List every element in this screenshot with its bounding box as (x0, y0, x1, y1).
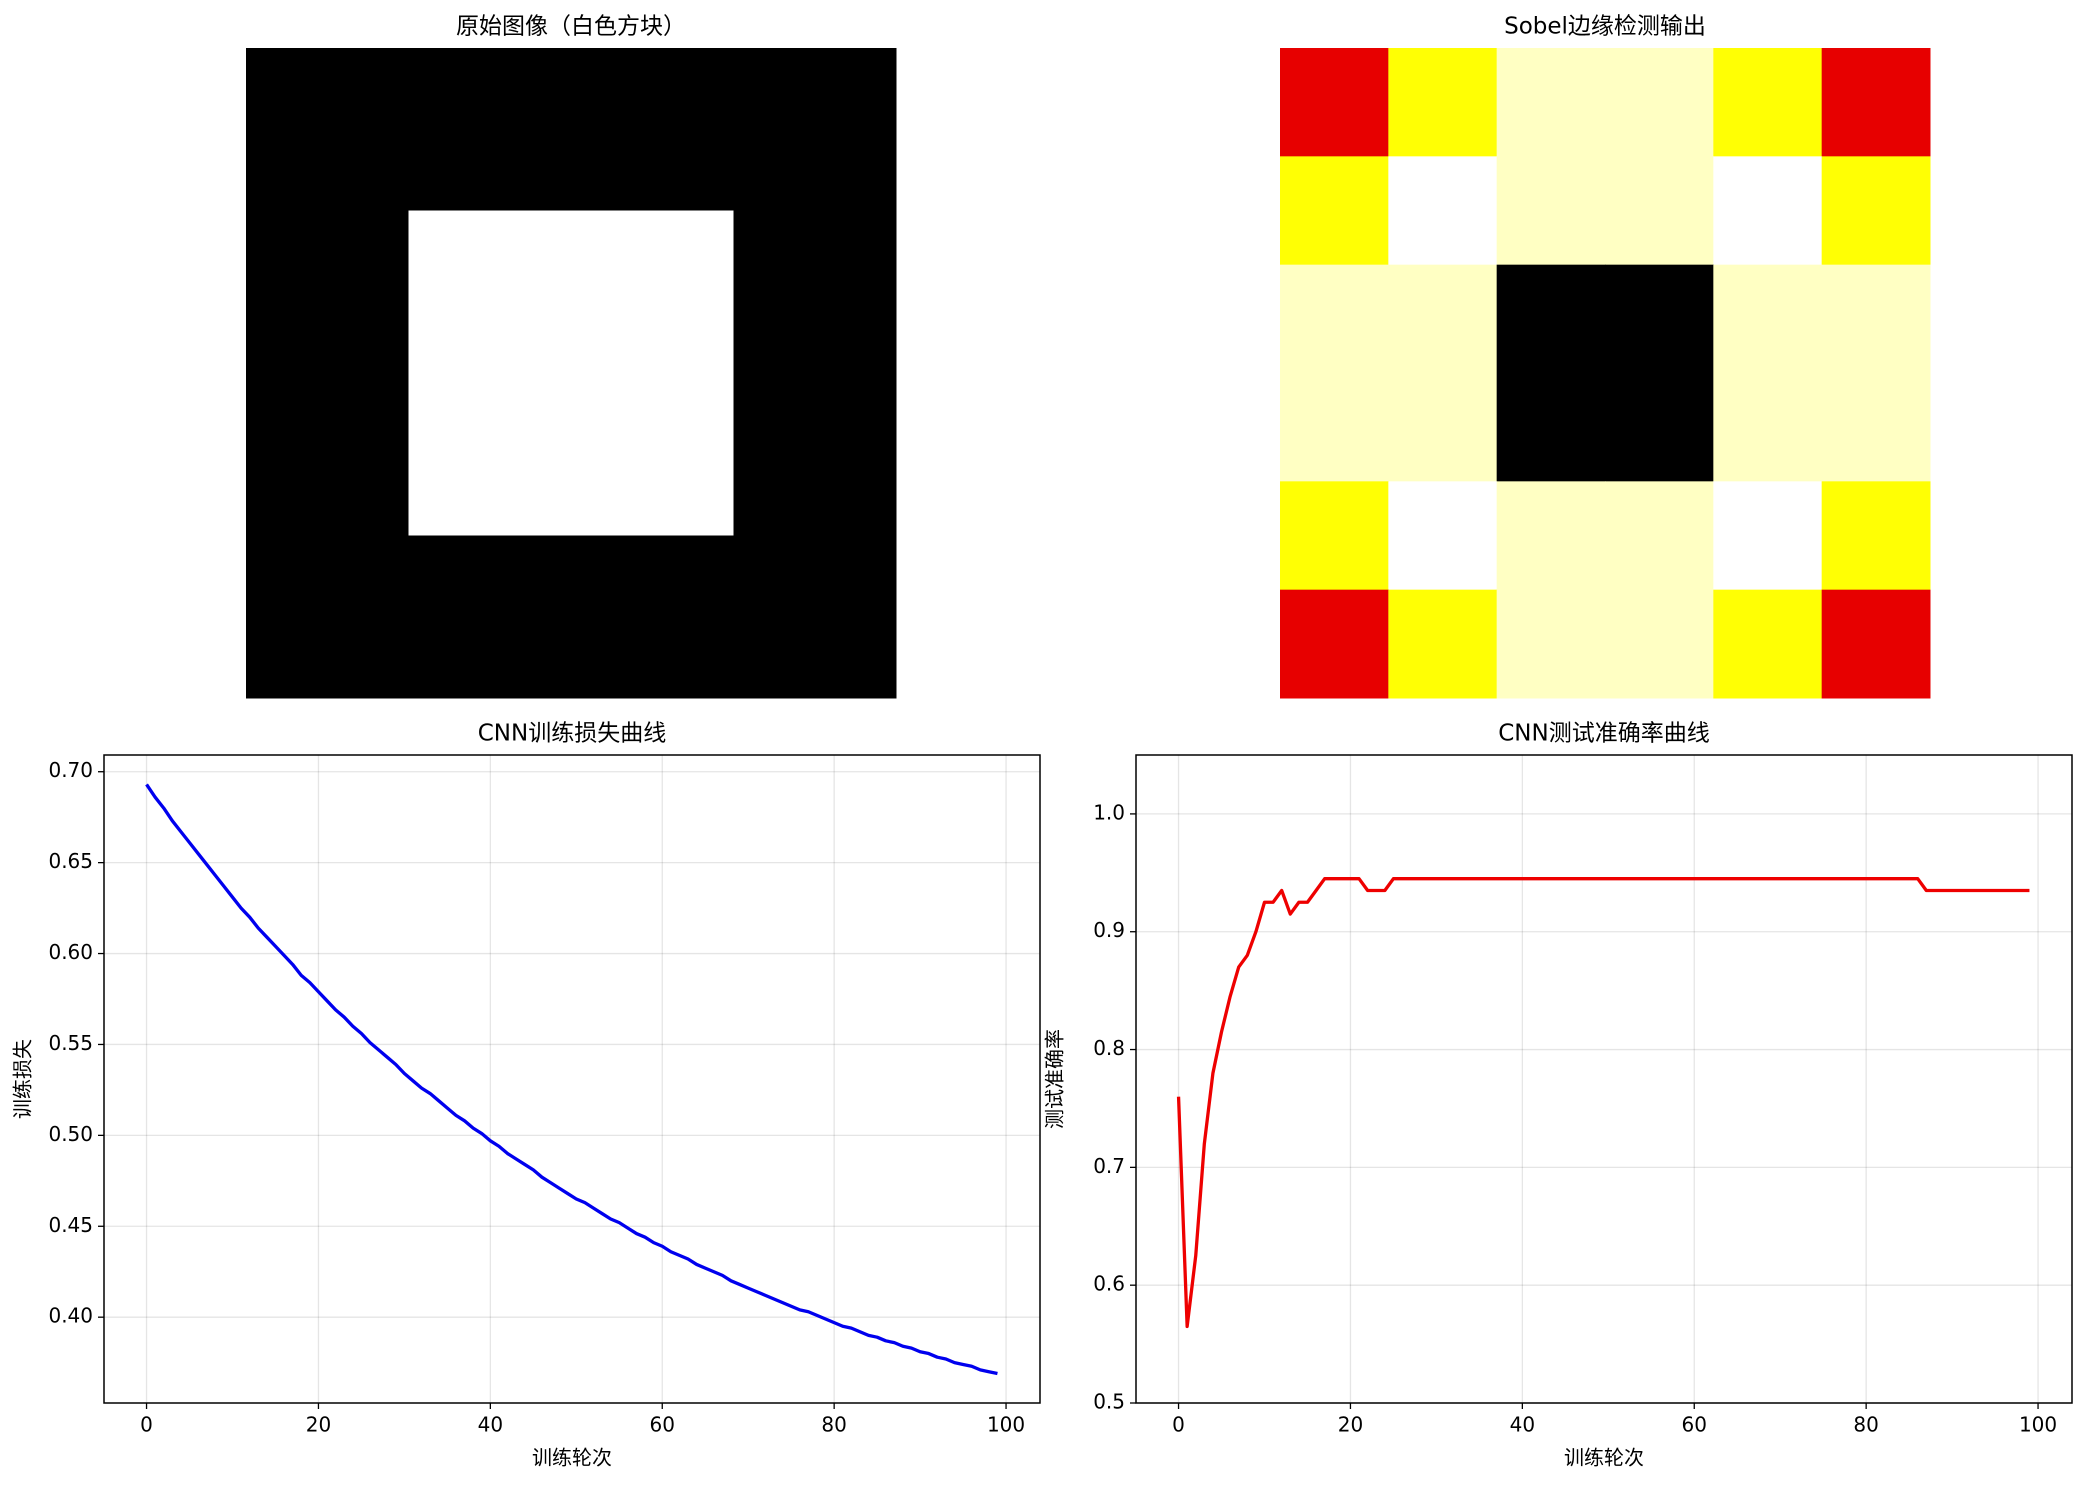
heatmap-cell (246, 210, 409, 374)
y-tick-label: 0.5 (1093, 1390, 1125, 1414)
heatmap-cell (408, 373, 572, 536)
chart-title: CNN测试准确率曲线 (1498, 721, 1709, 747)
y-tick-label: 0.6 (1093, 1272, 1125, 1296)
heatmap-cell (1821, 373, 1931, 482)
heatmap-cell (1821, 264, 1931, 374)
heatmap-cell (1388, 156, 1498, 266)
y-tick-label: 0.8 (1093, 1036, 1125, 1060)
y-tick-label: 0.50 (48, 1122, 93, 1146)
heatmap-cell (1388, 264, 1498, 374)
heatmap-cell (1280, 589, 1389, 699)
y-axis-label: 训练损失 (11, 1039, 35, 1119)
x-tick-label: 40 (1510, 1413, 1535, 1437)
heatmap-cell (1388, 373, 1498, 482)
heatmap-cell (733, 535, 897, 699)
heatmap-cell (1496, 48, 1606, 157)
heatmap-cell (1713, 156, 1823, 266)
heatmap-cell (1821, 589, 1931, 699)
y-tick-label: 0.45 (48, 1213, 93, 1237)
chart-title: Sobel边缘检测输出 (1504, 14, 1706, 40)
heatmap-cell (1496, 156, 1606, 266)
heatmap-cell (1280, 264, 1389, 374)
y-tick-label: 0.55 (48, 1031, 93, 1055)
heatmap-cell (408, 48, 572, 211)
x-tick-label: 80 (1853, 1413, 1878, 1437)
heatmap-cell (571, 210, 734, 374)
heatmap-cell (1496, 373, 1606, 482)
x-tick-label: 20 (1338, 1413, 1363, 1437)
x-tick-label: 20 (306, 1413, 331, 1437)
y-tick-label: 0.60 (48, 940, 93, 964)
y-tick-label: 1.0 (1093, 800, 1125, 824)
heatmap-cell (1388, 589, 1498, 699)
y-tick-label: 0.9 (1093, 918, 1125, 942)
line-series (145, 783, 998, 1376)
heatmap-cell (1713, 589, 1823, 699)
heatmap-cell (246, 535, 409, 699)
heatmap-cell (408, 535, 572, 699)
x-axis-label: 训练轮次 (532, 1446, 612, 1470)
heatmap-cell (733, 48, 897, 211)
heatmap-cell (1605, 481, 1714, 591)
chart-title: CNN训练损失曲线 (478, 721, 666, 747)
x-tick-label: 60 (1682, 1413, 1707, 1437)
heatmap-cell (571, 48, 734, 211)
heatmap-cell (1280, 481, 1389, 591)
heatmap-cell (408, 210, 572, 374)
heatmap-cell (1713, 48, 1823, 157)
x-tick-label: 0 (1172, 1413, 1185, 1437)
heatmap-cell (571, 535, 734, 699)
heatmap-cell (1605, 373, 1714, 482)
heatmap-cell (1605, 589, 1714, 699)
x-tick-label: 0 (140, 1413, 153, 1437)
y-tick-label: 0.7 (1093, 1154, 1125, 1178)
heatmap-cell (733, 210, 897, 374)
heatmap-cell (1280, 373, 1389, 482)
heatmap-cell (1821, 156, 1931, 266)
x-tick-label: 100 (2019, 1413, 2057, 1437)
heatmap-cell (1496, 264, 1606, 374)
heatmap-cell (1605, 264, 1714, 374)
heatmap-cell (1821, 48, 1931, 157)
axes-frame (1135, 754, 2073, 1404)
heatmap-cell (1821, 481, 1931, 591)
heatmap-cell (1713, 481, 1823, 591)
x-tick-label: 100 (987, 1413, 1025, 1437)
heatmap-cell (246, 373, 409, 536)
y-tick-label: 0.70 (48, 758, 93, 782)
heatmap-cell (1713, 373, 1823, 482)
line-series (1176, 877, 2030, 1329)
heatmap-cell (246, 48, 409, 211)
heatmap-cell (1388, 481, 1498, 591)
x-tick-label: 80 (821, 1413, 846, 1437)
heatmap-cell (1496, 589, 1606, 699)
y-tick-label: 0.40 (48, 1304, 93, 1328)
chart-title: 原始图像（白色方块） (456, 14, 686, 40)
y-tick-label: 0.65 (48, 849, 93, 873)
x-axis-label: 训练轮次 (1564, 1446, 1644, 1470)
y-axis-label: 测试准确率 (1043, 1029, 1067, 1129)
heatmap-cell (1605, 156, 1714, 266)
heatmap-cell (1496, 481, 1606, 591)
x-tick-label: 40 (478, 1413, 503, 1437)
heatmap-cell (1280, 48, 1389, 157)
heatmap-cell (733, 373, 897, 536)
x-tick-label: 60 (650, 1413, 675, 1437)
heatmap-cell (1605, 48, 1714, 157)
axes-frame (103, 754, 1041, 1404)
heatmap-cell (1280, 156, 1389, 266)
heatmap-cell (571, 373, 734, 536)
heatmap-cell (1388, 48, 1498, 157)
heatmap-cell (1713, 264, 1823, 374)
